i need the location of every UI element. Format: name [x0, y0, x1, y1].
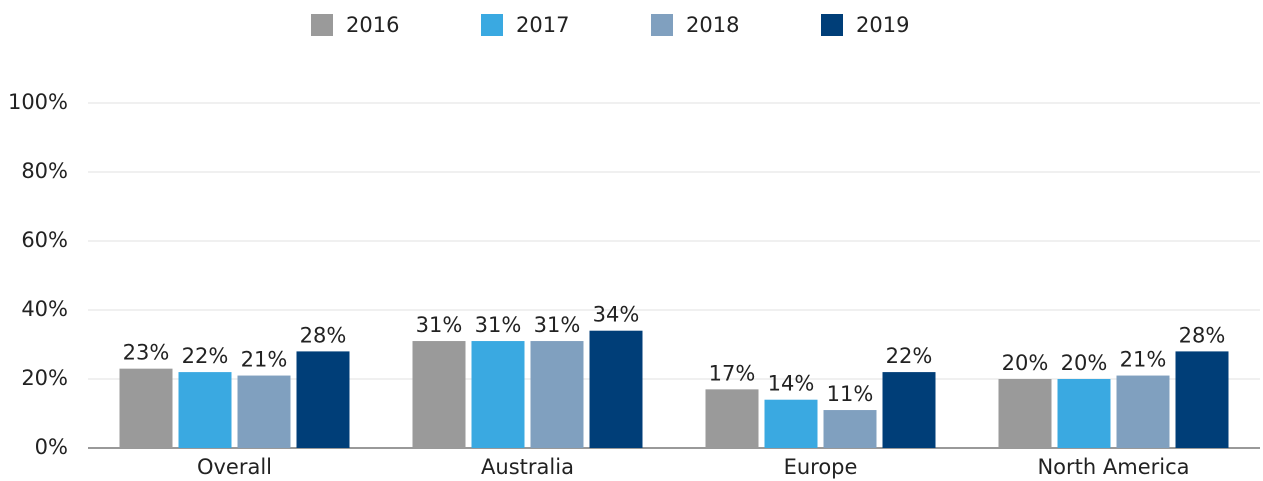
bar [119, 368, 173, 448]
legend-swatch [311, 14, 333, 36]
legend-swatch [821, 14, 843, 36]
bar [1175, 351, 1229, 448]
x-tick-label: Overall [197, 455, 272, 479]
x-tick-label: Australia [481, 455, 574, 479]
value-label: 22% [182, 344, 229, 368]
legend-label: 2017 [516, 13, 569, 37]
bar [237, 375, 291, 448]
value-label: 31% [475, 313, 522, 337]
value-label: 21% [1120, 348, 1167, 372]
bar [1057, 379, 1111, 448]
bar [705, 389, 759, 448]
value-label: 14% [768, 372, 815, 396]
x-tick-label: North America [1037, 455, 1189, 479]
x-tick-label: Europe [784, 455, 858, 479]
y-tick-label: 80% [21, 159, 68, 183]
legend-swatch [651, 14, 673, 36]
value-label: 31% [534, 313, 581, 337]
y-tick-label: 40% [21, 297, 68, 321]
bar [471, 341, 525, 448]
y-tick-label: 0% [35, 435, 68, 459]
value-label: 34% [593, 303, 640, 327]
bar [296, 351, 350, 448]
value-label: 31% [416, 313, 463, 337]
value-label: 28% [300, 323, 347, 347]
bar [823, 410, 877, 448]
value-label: 17% [709, 361, 756, 385]
value-label: 28% [1179, 323, 1226, 347]
legend-swatch [481, 14, 503, 36]
bar [1116, 375, 1170, 448]
value-label: 20% [1061, 351, 1108, 375]
value-label: 20% [1002, 351, 1049, 375]
bar [589, 330, 643, 448]
bar [998, 379, 1052, 448]
legend-label: 2018 [686, 13, 739, 37]
value-label: 11% [827, 382, 874, 406]
y-tick-label: 100% [8, 90, 68, 114]
value-label: 21% [241, 348, 288, 372]
value-label: 22% [886, 344, 933, 368]
y-tick-label: 60% [21, 228, 68, 252]
value-label: 23% [123, 341, 170, 365]
bar [412, 341, 466, 448]
bar [178, 372, 232, 448]
bar [882, 372, 936, 448]
legend-label: 2019 [856, 13, 909, 37]
bar [764, 399, 818, 448]
bar [530, 341, 584, 448]
y-tick-label: 20% [21, 366, 68, 390]
legend-label: 2016 [346, 13, 399, 37]
